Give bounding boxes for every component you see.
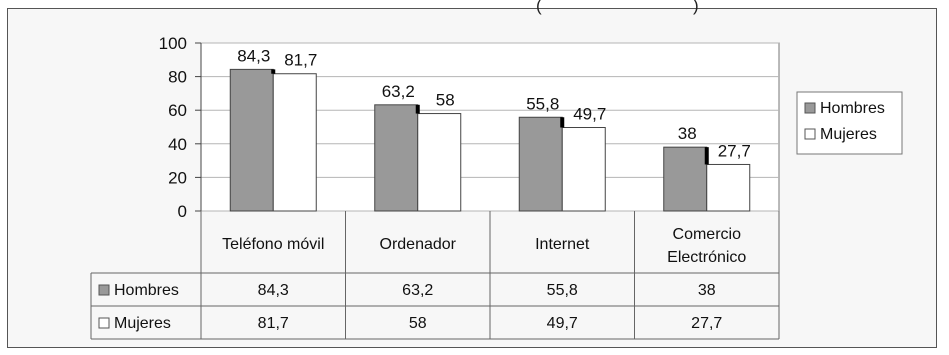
legend-swatch — [804, 128, 816, 140]
difference-marker — [415, 104, 420, 114]
bar-mujeres — [561, 127, 606, 212]
table-cell: 38 — [698, 282, 716, 299]
bar-mujeres — [706, 163, 751, 212]
bar-mujeres — [417, 113, 462, 212]
data-label-hombres: 63,2 — [382, 82, 415, 101]
y-tick-label: 20 — [168, 168, 187, 187]
y-tick-label: 40 — [168, 135, 187, 154]
category-label: Comercio — [673, 226, 742, 243]
bar-hombres — [229, 68, 274, 212]
data-label-mujeres: 81,7 — [284, 51, 317, 70]
data-label-hombres: 55,8 — [526, 94, 559, 113]
legend-label: Hombres — [820, 100, 885, 117]
table-cell: 49,7 — [547, 315, 578, 332]
table-cell: 63,2 — [402, 282, 433, 299]
table-cell: 81,7 — [258, 315, 289, 332]
y-tick-label: 60 — [168, 101, 187, 120]
legend-swatch — [804, 102, 816, 114]
table-row-header: Mujeres — [114, 315, 171, 332]
y-tick-label: 80 — [168, 68, 187, 87]
difference-marker — [271, 69, 276, 74]
data-label-mujeres: 58 — [436, 91, 455, 110]
table-legend-swatch — [98, 284, 110, 296]
table-cell: 84,3 — [258, 282, 289, 299]
bar-mujeres — [272, 73, 317, 212]
data-label-mujeres: 49,7 — [573, 105, 606, 124]
y-tick-label: 100 — [159, 34, 187, 53]
category-label: Ordenador — [380, 236, 457, 253]
table-cell: 27,7 — [691, 315, 722, 332]
data-label-mujeres: 27,7 — [718, 141, 751, 160]
cropped-title-fragment: ( — [536, 0, 542, 15]
bar-hombres — [663, 146, 708, 212]
table-legend-swatch — [98, 317, 110, 329]
y-tick-label: 0 — [178, 202, 187, 221]
category-label: Electrónico — [667, 249, 746, 266]
table-cell: 55,8 — [547, 282, 578, 299]
category-label: Internet — [535, 236, 590, 253]
difference-marker — [704, 147, 709, 165]
bar-hombres — [518, 116, 563, 212]
cropped-title-fragment: ) — [693, 0, 699, 15]
table-row-header: Hombres — [114, 282, 179, 299]
data-label-hombres: 38 — [678, 124, 697, 143]
bar-hombres — [374, 104, 419, 212]
category-label: Teléfono móvil — [222, 236, 324, 253]
table-cell: 58 — [409, 315, 427, 332]
data-label-hombres: 84,3 — [237, 46, 270, 65]
difference-marker — [560, 117, 565, 128]
legend-label: Mujeres — [820, 126, 877, 143]
legend-box — [796, 91, 903, 155]
